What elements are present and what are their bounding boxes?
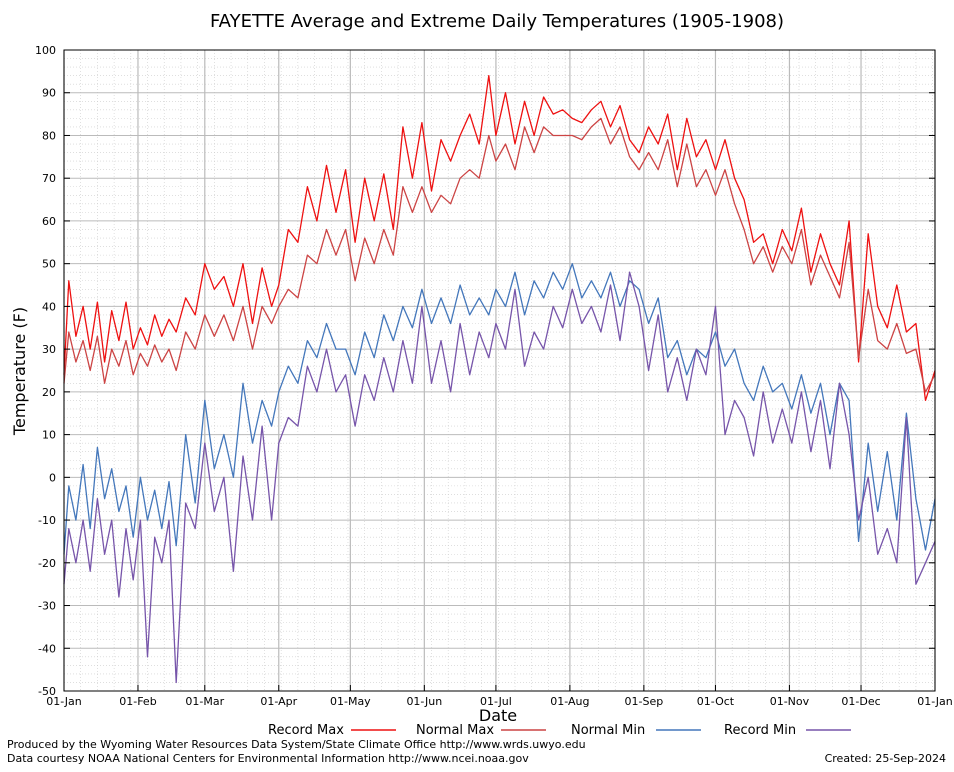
x-tick-label: 01-Feb	[119, 695, 156, 708]
x-axis-title: Date	[479, 706, 517, 725]
x-tick-label: 01-Dec	[841, 695, 880, 708]
plot-border	[63, 49, 936, 692]
x-tick-label: 01-Aug	[550, 695, 589, 708]
x-tick-label: 01-Jan	[917, 695, 953, 708]
y-axis-title: Temperature (F)	[10, 307, 29, 436]
y-tick-label: 60	[42, 215, 56, 228]
x-tick-label: 01-Mar	[185, 695, 224, 708]
y-tick-label: 90	[42, 87, 56, 100]
y-tick-label: -30	[38, 600, 56, 613]
y-tick-label: -40	[38, 642, 56, 655]
legend-label-normal-min: Normal Min	[571, 723, 645, 738]
series-lines	[63, 74, 936, 684]
legend-label-record-max: Record Max	[268, 723, 344, 738]
y-tick-label: 40	[42, 300, 56, 313]
y-tick-label: -20	[38, 557, 56, 570]
x-tick-label: 01-Apr	[260, 695, 297, 708]
legend: Record Max Normal Max Normal Min Record …	[268, 723, 851, 738]
y-tick-label: -50	[38, 685, 56, 698]
x-tick-label: 01-May	[330, 695, 371, 708]
y-tick-label: 80	[42, 129, 56, 142]
series-line-normal-max	[63, 117, 936, 393]
y-tick-label: 0	[49, 471, 56, 484]
series-line-record-min	[63, 271, 936, 684]
grid-lines	[63, 49, 936, 692]
x-tick-labels: 01-Jan 01-Feb 01-Mar 01-Apr 01-May 01-Jun 01-J…	[46, 695, 953, 708]
footer-produced-by: Produced by the Wyoming Water Resources …	[7, 738, 586, 751]
x-tick-label: 01-Jul	[480, 695, 512, 708]
y-tick-labels: -50 -40 -30 -20 -10 0 10 20 30 40 50 60 70 80 90 100	[35, 44, 56, 698]
chart-title: FAYETTE Average and Extreme Daily Temper…	[210, 11, 784, 32]
y-tick-label: 100	[35, 44, 56, 57]
legend-label-normal-max: Normal Max	[416, 723, 494, 738]
footer-created-date: Created: 25-Sep-2024	[825, 752, 946, 765]
x-tick-label: 01-Nov	[770, 695, 810, 708]
series-line-record-max	[63, 74, 936, 402]
y-tick-label: 20	[42, 386, 56, 399]
legend-label-record-min: Record Min	[724, 723, 796, 738]
x-tick-label: 01-Sep	[625, 695, 664, 708]
y-tick-label: 70	[42, 172, 56, 185]
y-tick-label: 10	[42, 429, 56, 442]
y-tick-label: 50	[42, 258, 56, 271]
footer-data-courtesy: Data courtesy NOAA National Centers for …	[7, 752, 529, 765]
plot-frame	[63, 49, 936, 692]
x-tick-label: 01-Jun	[406, 695, 442, 708]
y-tick-label: -10	[38, 514, 56, 527]
series-line-normal-min	[63, 263, 936, 555]
y-tick-label: 30	[42, 343, 56, 356]
x-tick-label: 01-Jan	[46, 695, 82, 708]
x-tick-label: 01-Oct	[697, 695, 735, 708]
